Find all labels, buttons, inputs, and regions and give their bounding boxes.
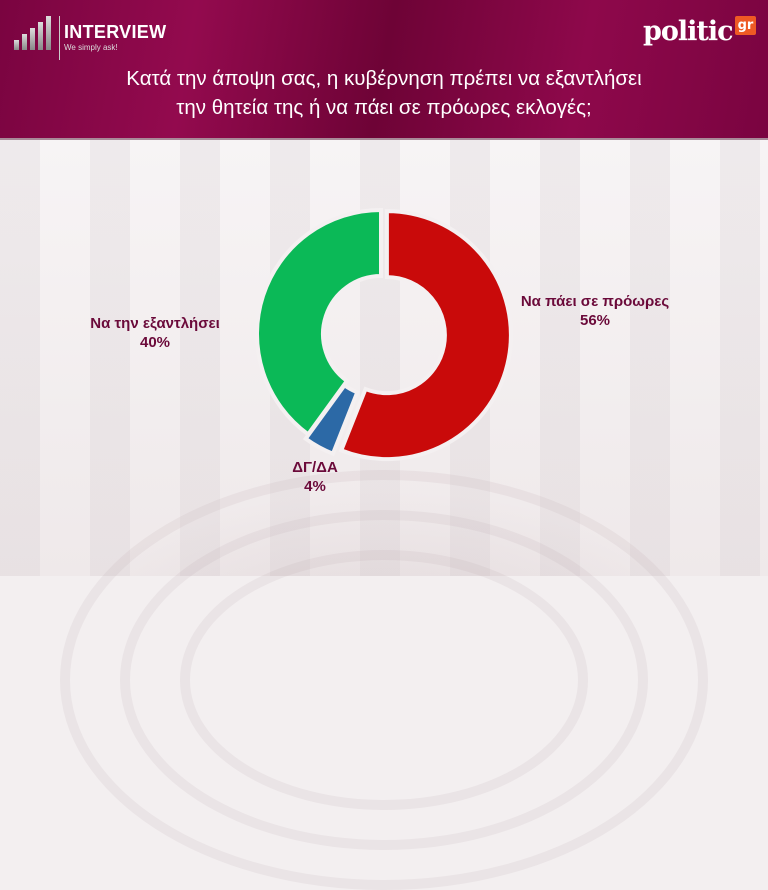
brand-tagline: We simply ask! [64,43,118,52]
label-dk-na: ΔΓ/ΔΑ 4% [292,459,338,495]
logo-divider [59,16,60,60]
brand-name: INTERVIEW [64,22,167,42]
label-early-elections: Να πάει σε πρόωρες 56% [520,293,670,329]
slice-complete-term [255,207,383,438]
label-complete-term: Να την εξαντλήσει 40% [90,315,220,351]
slice-early-elections [338,209,513,462]
donut-chart [255,207,513,462]
chart-title: Κατά την άποψη σας, η κυβέρνηση πρέπει ν… [126,67,642,119]
politic-logo: politic gr [643,16,757,47]
interview-logo-icon [14,16,54,50]
header-banner: INTERVIEW We simply ask! politic gr Κατά … [0,0,768,140]
